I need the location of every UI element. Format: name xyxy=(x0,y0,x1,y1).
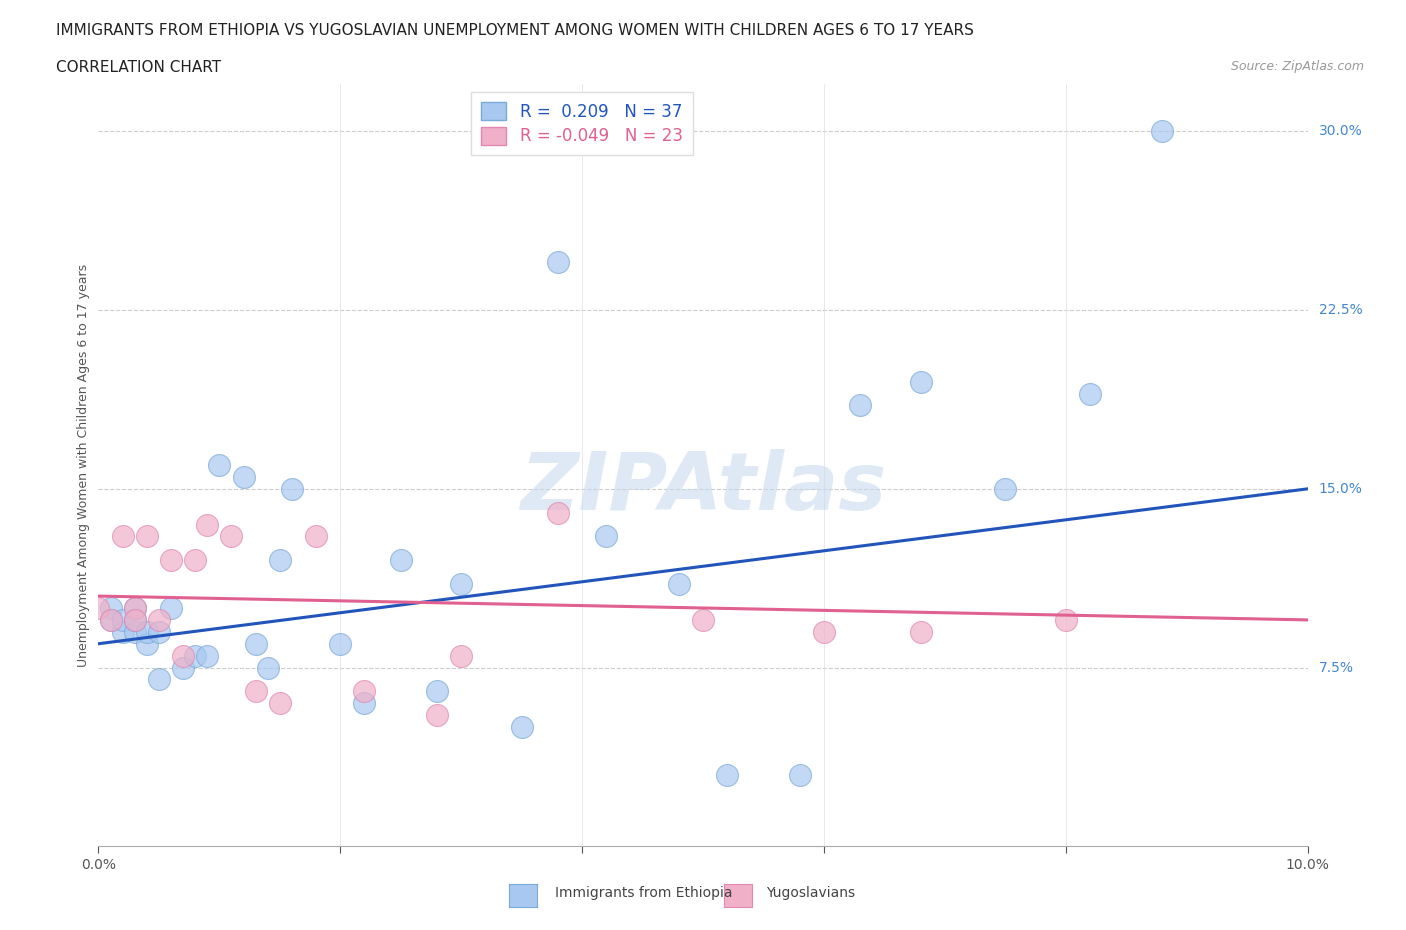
Point xyxy=(450,577,472,591)
Point xyxy=(256,660,278,675)
Point xyxy=(353,684,375,698)
Point xyxy=(124,601,146,616)
Text: 15.0%: 15.0% xyxy=(1319,482,1362,496)
Point xyxy=(100,613,122,628)
Point xyxy=(389,553,412,568)
Point xyxy=(232,470,254,485)
Point xyxy=(124,624,146,639)
Point xyxy=(148,624,170,639)
Point xyxy=(111,613,134,628)
Text: Immigrants from Ethiopia: Immigrants from Ethiopia xyxy=(555,886,733,900)
Point xyxy=(148,613,170,628)
Point xyxy=(100,601,122,616)
Y-axis label: Unemployment Among Women with Children Ages 6 to 17 years: Unemployment Among Women with Children A… xyxy=(77,263,90,667)
Text: 22.5%: 22.5% xyxy=(1319,303,1362,317)
Point xyxy=(124,613,146,628)
Point xyxy=(160,601,183,616)
Point xyxy=(305,529,328,544)
Point xyxy=(195,648,218,663)
Point xyxy=(111,624,134,639)
Point xyxy=(329,636,352,651)
Point xyxy=(135,529,157,544)
Point xyxy=(195,517,218,532)
Point xyxy=(426,684,449,698)
Point xyxy=(353,696,375,711)
Point xyxy=(849,398,872,413)
Point xyxy=(148,672,170,687)
Point xyxy=(281,482,304,497)
Point xyxy=(595,529,617,544)
Point xyxy=(100,613,122,628)
Text: IMMIGRANTS FROM ETHIOPIA VS YUGOSLAVIAN UNEMPLOYMENT AMONG WOMEN WITH CHILDREN A: IMMIGRANTS FROM ETHIOPIA VS YUGOSLAVIAN … xyxy=(56,23,974,38)
Point xyxy=(269,553,291,568)
Point xyxy=(245,636,267,651)
Text: ZIPAtlas: ZIPAtlas xyxy=(520,449,886,527)
Point xyxy=(510,720,533,735)
Point xyxy=(668,577,690,591)
Point xyxy=(910,624,932,639)
Text: 30.0%: 30.0% xyxy=(1319,125,1362,139)
Point xyxy=(450,648,472,663)
Point xyxy=(184,648,207,663)
Text: Source: ZipAtlas.com: Source: ZipAtlas.com xyxy=(1230,60,1364,73)
Point xyxy=(172,660,194,675)
Point xyxy=(135,624,157,639)
Point xyxy=(1078,386,1101,401)
Point xyxy=(245,684,267,698)
Point xyxy=(547,505,569,520)
Point xyxy=(208,458,231,472)
Point xyxy=(716,767,738,782)
Point xyxy=(994,482,1017,497)
Text: 7.5%: 7.5% xyxy=(1319,660,1354,674)
Point xyxy=(124,601,146,616)
Point xyxy=(87,601,110,616)
Text: Yugoslavians: Yugoslavians xyxy=(766,886,855,900)
Point xyxy=(692,613,714,628)
Legend: R =  0.209   N = 37, R = -0.049   N = 23: R = 0.209 N = 37, R = -0.049 N = 23 xyxy=(471,92,693,155)
Point xyxy=(172,648,194,663)
Point xyxy=(269,696,291,711)
Point xyxy=(426,708,449,723)
Point xyxy=(1152,124,1174,139)
Point xyxy=(135,636,157,651)
Point xyxy=(124,613,146,628)
Point xyxy=(789,767,811,782)
Point xyxy=(910,374,932,389)
Point xyxy=(111,529,134,544)
Point xyxy=(1054,613,1077,628)
Point xyxy=(184,553,207,568)
Point xyxy=(813,624,835,639)
Text: CORRELATION CHART: CORRELATION CHART xyxy=(56,60,221,75)
Point xyxy=(160,553,183,568)
Point xyxy=(547,255,569,270)
Point xyxy=(221,529,243,544)
